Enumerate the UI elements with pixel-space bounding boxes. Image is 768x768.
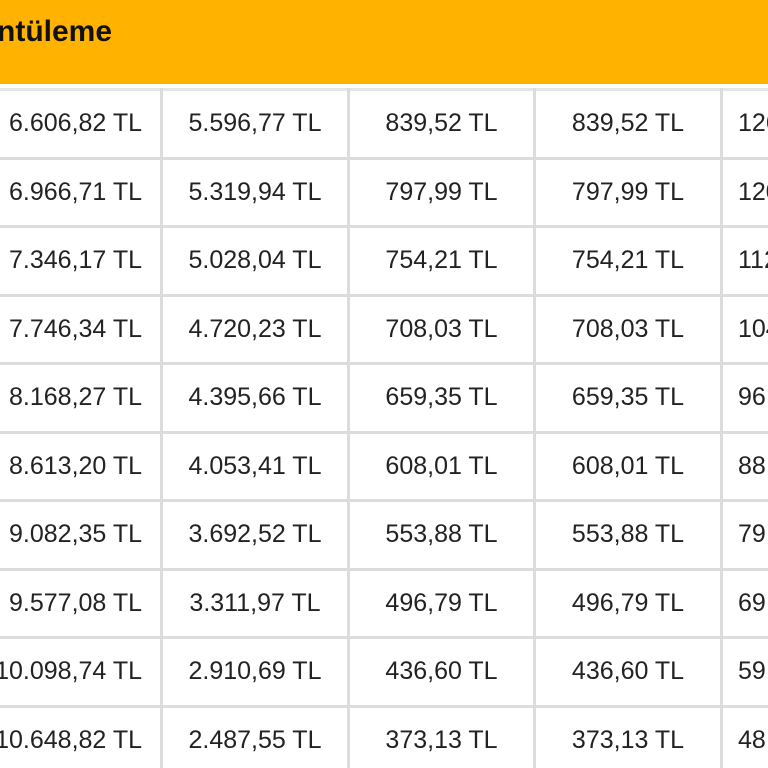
table-cell: 8.168,27 TL bbox=[0, 362, 163, 434]
table-cell: 754,21 TL bbox=[533, 225, 723, 297]
table-cell: 797,99 TL bbox=[347, 156, 536, 228]
table-cell: 659,35 TL bbox=[533, 362, 723, 434]
table-cell: 5.319,94 TL bbox=[160, 156, 350, 228]
table-cell: 754,21 TL bbox=[347, 225, 536, 297]
table-cell: 6.966,71 TL bbox=[0, 156, 163, 228]
table-cell: 9.082,35 TL bbox=[0, 499, 163, 571]
table-cell: 659,35 TL bbox=[347, 362, 536, 434]
table-row: 10.648,82 TL 2.487,55 TL 373,13 TL 373,13 T… bbox=[0, 704, 768, 768]
table-cell: 7.346,17 TL bbox=[0, 225, 163, 297]
table-row: 7.346,17 TL 5.028,04 TL 754,21 TL 754,21 TL… bbox=[0, 225, 768, 297]
table-cell: 5.028,04 TL bbox=[160, 225, 350, 297]
table-cell: 553,88 TL bbox=[533, 499, 723, 571]
table-cell: 373,13 TL bbox=[347, 704, 536, 768]
table-cell: 48 bbox=[720, 704, 768, 768]
table-cell: 4.053,41 TL bbox=[160, 430, 350, 502]
table-cell: 126 bbox=[720, 88, 768, 160]
table-cell: 9.577,08 TL bbox=[0, 567, 163, 639]
table-cell: 708,03 TL bbox=[533, 293, 723, 365]
table-cell: 373,13 TL bbox=[533, 704, 723, 768]
table-row: 9.577,08 TL 3.311,97 TL 496,79 TL 496,79 TL… bbox=[0, 567, 768, 639]
table-cell: 2.910,69 TL bbox=[160, 636, 350, 708]
table-cell: 7.746,34 TL bbox=[0, 293, 163, 365]
table-cell: 88 bbox=[720, 430, 768, 502]
table-cell: 3.311,97 TL bbox=[160, 567, 350, 639]
table-row: 8.613,20 TL 4.053,41 TL 608,01 TL 608,01 TL… bbox=[0, 430, 768, 502]
table-cell: 69 bbox=[720, 567, 768, 639]
table-cell: 112 bbox=[720, 225, 768, 297]
table-cell: 10.648,82 TL bbox=[0, 704, 163, 768]
table-cell: 2.487,55 TL bbox=[160, 704, 350, 768]
table-row: 7.746,34 TL 4.720,23 TL 708,03 TL 708,03 TL… bbox=[0, 293, 768, 365]
table-row: 6.966,71 TL 5.319,94 TL 797,99 TL 797,99 TL… bbox=[0, 156, 768, 228]
table-row: 9.082,35 TL 3.692,52 TL 553,88 TL 553,88 TL… bbox=[0, 499, 768, 571]
table-cell: 79 bbox=[720, 499, 768, 571]
table-cell: 436,60 TL bbox=[347, 636, 536, 708]
table-body: 6.606,82 TL 5.596,77 TL 839,52 TL 839,52 TL… bbox=[0, 88, 768, 768]
table-cell: 708,03 TL bbox=[347, 293, 536, 365]
table-cell: 496,79 TL bbox=[533, 567, 723, 639]
table-cell: 10.098,74 TL bbox=[0, 636, 163, 708]
table-cell: 797,99 TL bbox=[533, 156, 723, 228]
table-cell: 4.395,66 TL bbox=[160, 362, 350, 434]
table-cell: 608,01 TL bbox=[347, 430, 536, 502]
payment-table: 6.606,82 TL 5.596,77 TL 839,52 TL 839,52 TL… bbox=[0, 88, 768, 768]
table-row: 10.098,74 TL 2.910,69 TL 436,60 TL 436,60 T… bbox=[0, 636, 768, 708]
table-cell: 496,79 TL bbox=[347, 567, 536, 639]
table-cell: 839,52 TL bbox=[347, 88, 536, 160]
table-cell: 120 bbox=[720, 156, 768, 228]
table-row: 6.606,82 TL 5.596,77 TL 839,52 TL 839,52 TL… bbox=[0, 88, 768, 160]
table-header-bar: ntüleme bbox=[0, 0, 768, 84]
table-container[interactable]: 6.606,82 TL 5.596,77 TL 839,52 TL 839,52 TL… bbox=[0, 88, 768, 768]
header-title: ntüleme bbox=[0, 15, 113, 48]
table-cell: 3.692,52 TL bbox=[160, 499, 350, 571]
table-cell: 553,88 TL bbox=[347, 499, 536, 571]
table-cell: 59 bbox=[720, 636, 768, 708]
table-cell: 839,52 TL bbox=[533, 88, 723, 160]
table-cell: 436,60 TL bbox=[533, 636, 723, 708]
table-row: 8.168,27 TL 4.395,66 TL 659,35 TL 659,35 TL… bbox=[0, 362, 768, 434]
table-cell: 4.720,23 TL bbox=[160, 293, 350, 365]
table-cell: 5.596,77 TL bbox=[160, 88, 350, 160]
table-cell: 8.613,20 TL bbox=[0, 430, 163, 502]
table-cell: 608,01 TL bbox=[533, 430, 723, 502]
table-cell: 96 bbox=[720, 362, 768, 434]
table-cell: 6.606,82 TL bbox=[0, 88, 163, 160]
table-cell: 104 bbox=[720, 293, 768, 365]
